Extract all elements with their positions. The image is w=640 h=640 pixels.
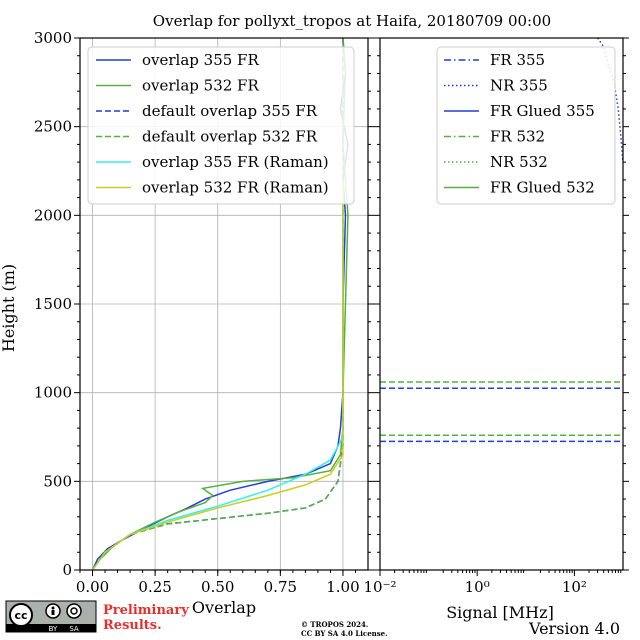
cc-license-badge: cc BY SA	[5, 600, 97, 633]
legend-entry: FR Glued 532	[490, 179, 595, 197]
sa-label: SA	[69, 625, 79, 633]
x-tick-label: 0.75	[264, 578, 297, 596]
copyright-line1: © TROPOS 2024.	[301, 620, 368, 629]
x-tick-label: 0.50	[201, 578, 234, 596]
preliminary-text-line1: Preliminary	[103, 603, 189, 618]
version-label: Version 4.0	[528, 619, 620, 638]
preliminary-text-line2: Results.	[103, 618, 162, 633]
signal-line-2	[596, 37, 624, 163]
y-tick-label: 1000	[34, 384, 72, 402]
legend-entry: overlap 355 FR	[142, 51, 259, 69]
series-line-6	[91, 179, 344, 571]
y-tick-label: 1500	[34, 295, 72, 313]
left-legend: overlap 355 FR overlap 532 FR default over…	[87, 46, 355, 205]
y-tick-label: 0	[62, 561, 72, 579]
legend-entry: overlap 532 FR (Raman)	[142, 179, 329, 197]
y-axis-label: Height (m)	[0, 264, 18, 352]
legend-entry: default overlap 532 FR	[142, 128, 318, 146]
y-tick-label: 2500	[34, 118, 72, 136]
left-x-axis-label: Overlap	[192, 598, 256, 617]
log-x-tick-label: 10⁰	[465, 578, 490, 596]
cc-icon-label: cc	[14, 609, 27, 622]
log-x-tick-label: 10²	[562, 578, 587, 596]
legend-entry: NR 532	[490, 153, 548, 171]
legend-entry: default overlap 355 FR	[142, 102, 318, 120]
right-legend: FR 355 NR 355 FR Glued 355 FR 532 NR 532 FR G…	[436, 46, 616, 205]
chart-title: Overlap for pollyxt_tropos at Haifa, 201…	[153, 12, 551, 30]
legend-entry: overlap 532 FR	[142, 77, 259, 95]
x-tick-label: 0.00	[76, 578, 109, 596]
right-x-axis-label: Signal [MHz]	[446, 603, 554, 622]
legend-entry: overlap 355 FR (Raman)	[142, 153, 329, 171]
legend-entry: FR 355	[490, 51, 545, 69]
copyright-line2: CC BY SA 4.0 License.	[301, 629, 388, 638]
series-line-4	[91, 38, 344, 571]
legend-entry: FR Glued 355	[490, 102, 595, 120]
cc-icon	[9, 603, 33, 627]
y-tick-label: 500	[43, 472, 72, 490]
legend-entry: NR 355	[490, 77, 548, 95]
by-label: BY	[49, 625, 58, 633]
overlap-plot: 0.00 0.25 0.50 0.75 1.00 0 500 1000 1500 2000 2500…	[34, 29, 374, 596]
y-tick-label: 3000	[34, 29, 72, 47]
x-tick-label: 1.00	[326, 578, 359, 596]
log-x-tick-label: 10⁻²	[363, 578, 396, 596]
y-tick-label: 2000	[34, 206, 72, 224]
legend-entry: FR 532	[490, 128, 545, 146]
x-tick-label: 0.25	[138, 578, 171, 596]
signal-plot: 10⁻² 10⁰ 10² FR 355 NR 355 FR Glued 355 FR 532…	[363, 37, 629, 596]
sa-icon	[66, 603, 82, 619]
